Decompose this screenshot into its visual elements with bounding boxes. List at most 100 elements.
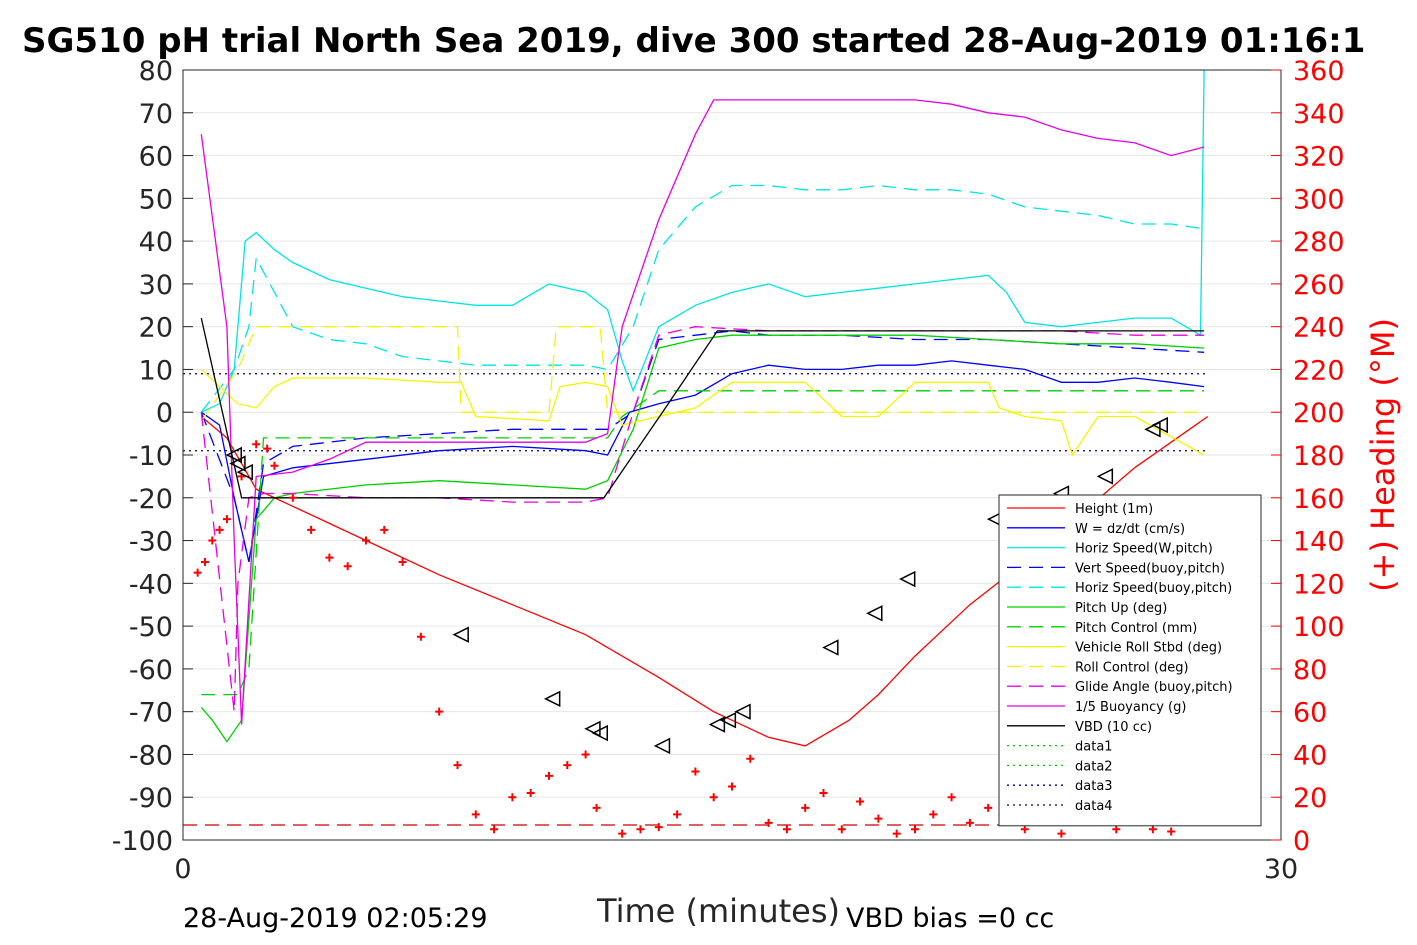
x-tick-label: 30 <box>1264 854 1298 885</box>
right-tick-label: 220 <box>1293 355 1345 386</box>
heading-marker <box>545 771 553 780</box>
triangle-marker <box>236 463 253 481</box>
triangle-markers <box>225 416 1168 755</box>
footer-vbd-bias: VBD bias =0 cc <box>846 903 1054 934</box>
right-tick-label: 320 <box>1293 142 1345 173</box>
heading-marker <box>1167 827 1176 836</box>
right-tick-label: 160 <box>1293 484 1345 515</box>
legend: Height (1m) W = dz/dt (cm/s) Horiz Speed(W… <box>998 494 1262 827</box>
heading-marker <box>307 525 316 534</box>
legend-entry: W = dz/dt (cm/s) <box>1075 522 1185 537</box>
heading-marker <box>819 788 828 797</box>
right-tick-label: 40 <box>1293 740 1327 771</box>
series-line <box>201 390 1205 696</box>
heading-marker <box>288 493 297 502</box>
heading-marker <box>782 825 791 834</box>
series-line <box>200 360 1205 563</box>
heading-marker <box>856 797 865 806</box>
left-tick-label: -80 <box>129 740 173 771</box>
right-axis-label: (+) Heading (°M) <box>1364 318 1402 592</box>
triangle-marker <box>1151 416 1168 434</box>
heading-marker <box>208 536 217 545</box>
triangle-marker <box>734 703 751 720</box>
right-tick-label: 80 <box>1293 655 1327 686</box>
legend-entry: Vert Speed(buoy,pitch) <box>1075 561 1225 576</box>
heading-marker <box>453 761 462 770</box>
heading-marker <box>984 803 993 812</box>
left-tick-label: 70 <box>139 99 173 130</box>
left-tick-label: -60 <box>129 655 173 686</box>
right-tick-label: 120 <box>1293 569 1345 600</box>
left-tick-label: -50 <box>129 612 173 643</box>
triangle-marker <box>452 626 469 643</box>
triangle-marker <box>708 716 726 733</box>
triangle-marker <box>899 570 916 588</box>
heading-marker <box>416 632 425 641</box>
triangle-marker <box>543 690 561 708</box>
legend-entry: VBD (10 cc) <box>1075 720 1152 735</box>
heading-marker <box>746 754 755 763</box>
left-axis-ticks: 80 70 60 50 40 30 20 10 0 -10 -20 -30 -40 -50 -60 -70 -8… <box>112 56 193 857</box>
heading-marker <box>592 803 601 812</box>
x-axis-ticks: 0 30 <box>174 830 1298 885</box>
series-line <box>200 330 1205 563</box>
series-line <box>200 334 1205 743</box>
heading-marker <box>343 562 352 571</box>
heading-marker <box>222 515 231 524</box>
heading-marker <box>526 788 535 797</box>
heading-marker <box>728 782 736 791</box>
right-tick-label: 340 <box>1293 99 1345 130</box>
heading-marker <box>581 750 590 759</box>
legend-entry: Height (1m) <box>1075 502 1153 517</box>
left-tick-label: -10 <box>129 441 173 472</box>
heading-marker <box>435 707 444 716</box>
right-tick-label: 100 <box>1293 612 1345 643</box>
heading-marker <box>508 793 517 802</box>
heading-marker <box>874 814 883 823</box>
triangle-marker <box>1144 421 1161 438</box>
footer-timestamp: 28-Aug-2019 02:05:29 <box>183 903 488 934</box>
left-tick-label: 50 <box>139 184 173 215</box>
heading-marker <box>193 568 202 577</box>
right-tick-label: 20 <box>1293 783 1327 814</box>
right-tick-label: 280 <box>1293 227 1345 258</box>
heading-marker <box>362 536 370 545</box>
left-tick-label: -30 <box>129 527 173 558</box>
legend-entry: data1 <box>1075 740 1113 755</box>
legend-entry: Pitch Up (deg) <box>1075 601 1167 616</box>
heading-marker <box>263 444 272 453</box>
triangle-marker <box>584 720 601 737</box>
legend-entry: Roll Control (deg) <box>1075 660 1189 675</box>
heading-marker <box>673 810 682 819</box>
heading-marker <box>1020 825 1029 834</box>
heading-marker <box>801 803 810 812</box>
heading-marker <box>490 825 499 834</box>
right-tick-label: 260 <box>1293 270 1345 301</box>
legend-entry: data4 <box>1075 799 1113 814</box>
series-line <box>200 99 1205 725</box>
heading-marker <box>764 818 773 827</box>
heading-marker <box>270 461 279 470</box>
heading-marker <box>563 761 572 770</box>
left-tick-label: 20 <box>139 313 173 344</box>
heading-marker <box>709 793 718 802</box>
series-line <box>200 326 1205 422</box>
triangle-marker <box>229 455 246 472</box>
heading-marker <box>654 823 663 832</box>
heading-marker <box>471 810 480 819</box>
heading-marker <box>837 825 846 834</box>
series-layer <box>200 69 1209 747</box>
right-tick-label: 0 <box>1293 826 1310 857</box>
left-tick-label: -90 <box>129 783 173 814</box>
right-tick-label: 180 <box>1293 441 1345 472</box>
left-tick-label: 30 <box>139 270 173 301</box>
heading-marker <box>1112 825 1121 834</box>
left-tick-label: 60 <box>139 142 173 173</box>
chart-title: SG510 pH trial North Sea 2019, dive 300 … <box>22 21 1365 61</box>
legend-entry: Horiz Speed(W,pitch) <box>1075 542 1213 557</box>
right-tick-label: 60 <box>1293 698 1327 729</box>
right-axis-ticks: 3603403203002802602402202001801601401201… <box>1271 56 1345 857</box>
heading-marker <box>1148 825 1157 834</box>
right-tick-label: 240 <box>1293 313 1345 344</box>
